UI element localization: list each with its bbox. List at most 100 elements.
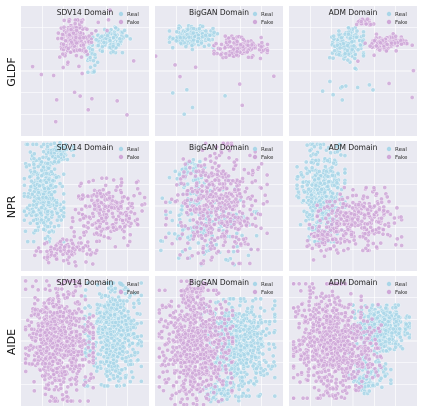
- point-fake: [73, 35, 79, 40]
- point-fake: [230, 178, 236, 184]
- point-fake: [67, 308, 72, 314]
- point-fake: [203, 202, 209, 208]
- point-fake: [131, 193, 137, 199]
- point-fake: [83, 203, 88, 209]
- point-fake: [363, 236, 369, 241]
- point-fake: [52, 246, 57, 252]
- point-fake: [363, 21, 369, 27]
- point-fake: [223, 54, 229, 60]
- point-real: [337, 45, 343, 51]
- point-fake: [258, 56, 263, 61]
- point-fake: [253, 198, 258, 203]
- point-real: [299, 172, 304, 178]
- point-fake: [44, 348, 49, 354]
- point-fake: [73, 288, 78, 294]
- point-real: [115, 341, 120, 347]
- point-fake: [204, 223, 209, 229]
- point-fake: [94, 230, 99, 236]
- point-fake: [232, 215, 238, 220]
- point-fake: [226, 211, 232, 217]
- point-fake: [61, 258, 66, 263]
- point-real: [112, 297, 118, 303]
- point-fake: [37, 333, 43, 338]
- point-fake: [65, 59, 71, 65]
- point-real: [117, 36, 123, 42]
- point-fake: [36, 323, 41, 329]
- point-real: [335, 42, 340, 48]
- point-fake: [237, 179, 243, 184]
- point-real: [185, 235, 191, 240]
- point-fake: [85, 225, 91, 231]
- point-fake: [231, 222, 237, 227]
- point-real: [303, 159, 309, 165]
- point-fake: [193, 169, 199, 174]
- point-real: [296, 195, 301, 200]
- point-real: [45, 144, 50, 149]
- point-fake: [198, 220, 204, 226]
- point-fake: [361, 204, 367, 209]
- point-fake: [258, 212, 263, 217]
- point-real: [61, 214, 67, 219]
- point-fake: [227, 52, 232, 58]
- point-fake: [181, 169, 187, 175]
- point-real: [49, 169, 54, 174]
- point-real: [326, 179, 332, 184]
- point-fake: [68, 27, 74, 32]
- point-real: [345, 57, 351, 63]
- panel-title: SDV14 Domain: [57, 143, 114, 152]
- point-fake: [379, 199, 384, 205]
- point-fake: [355, 58, 361, 64]
- point-fake: [305, 238, 310, 244]
- point-real: [96, 326, 101, 332]
- point-fake: [99, 200, 104, 206]
- point-real: [35, 164, 41, 169]
- point-fake: [39, 320, 45, 326]
- point-real: [121, 308, 127, 313]
- point-fake: [385, 232, 391, 237]
- point-real: [120, 50, 125, 55]
- point-fake: [373, 209, 379, 215]
- point-real: [355, 47, 361, 53]
- point-real: [128, 379, 133, 384]
- point-real: [45, 209, 50, 214]
- point-real: [325, 174, 331, 179]
- point-fake: [317, 218, 323, 223]
- point-real: [126, 332, 131, 337]
- point-fake: [363, 246, 369, 251]
- point-real: [206, 42, 212, 48]
- point-fake: [194, 180, 200, 186]
- point-fake: [38, 344, 43, 350]
- point-fake: [29, 326, 34, 332]
- point-fake: [334, 221, 340, 226]
- point-fake: [121, 194, 127, 200]
- point-fake: [90, 330, 96, 335]
- point-real: [95, 351, 101, 357]
- point-fake: [328, 246, 333, 252]
- point-fake: [244, 222, 249, 228]
- point-fake: [376, 225, 382, 231]
- point-real: [346, 25, 351, 31]
- point-real: [132, 350, 138, 355]
- point-fake: [60, 392, 65, 398]
- point-fake: [208, 158, 214, 164]
- point-fake: [76, 64, 82, 69]
- point-fake: [368, 224, 373, 230]
- point-real: [331, 160, 336, 166]
- point-fake: [55, 293, 61, 299]
- point-fake: [242, 167, 247, 172]
- legend-label-fake: Fake: [261, 155, 274, 161]
- point-fake: [314, 214, 320, 219]
- point-fake: [217, 195, 222, 201]
- point-fake: [229, 224, 234, 230]
- point-fake: [384, 48, 389, 54]
- point-real: [52, 224, 57, 230]
- point-fake: [247, 207, 253, 212]
- point-fake: [177, 236, 183, 241]
- point-fake: [185, 188, 191, 193]
- point-fake: [34, 331, 39, 337]
- point-real: [203, 28, 209, 34]
- point-fake: [79, 207, 84, 212]
- point-real: [352, 66, 358, 71]
- point-fake: [99, 175, 105, 181]
